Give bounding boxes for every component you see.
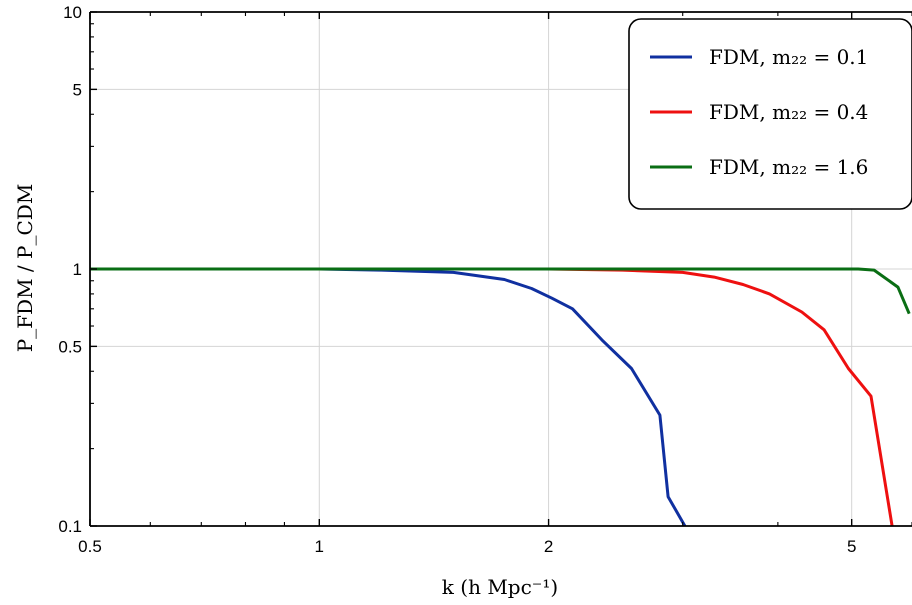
y-tick-label: 10 (63, 3, 82, 22)
y-tick-label: 5 (73, 80, 82, 99)
x-tick-label: 2 (544, 537, 553, 556)
x-tick-label: 1 (315, 537, 324, 556)
y-tick-label: 0.5 (58, 337, 82, 356)
y-axis-label: P_FDM / P_CDM (13, 184, 37, 353)
axes (89, 11, 912, 527)
x-axis-label: k (h Mpc⁻¹) (442, 575, 558, 599)
series-line-3 (90, 267, 911, 315)
series-line-1 (90, 267, 687, 526)
x-tick-label: 5 (847, 537, 856, 556)
legend-box (628, 18, 912, 210)
series-line-2 (90, 267, 894, 526)
y-tick-label: 1 (73, 260, 82, 279)
legend: FDM, m₂₂ = 0.1 FDM, m₂₂ = 0.4 FDM, m₂₂ = 1… (628, 18, 912, 210)
legend-label-3: FDM, m₂₂ = 1.6 (709, 155, 868, 179)
x-tick-label: 0.5 (78, 537, 102, 556)
legend-label-1: FDM, m₂₂ = 0.1 (709, 45, 868, 69)
legend-label-2: FDM, m₂₂ = 0.4 (709, 100, 868, 124)
y-tick-label: 0.1 (58, 517, 82, 536)
series-group (90, 267, 911, 526)
